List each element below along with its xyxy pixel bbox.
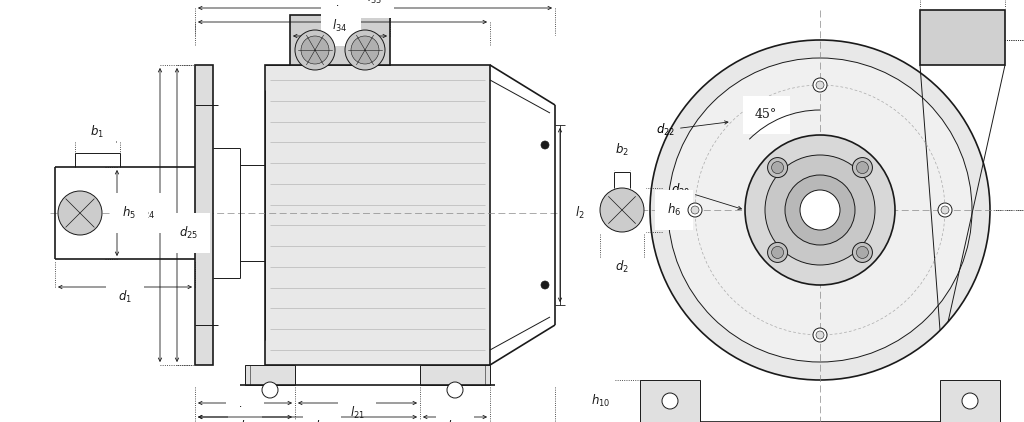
Circle shape [351, 36, 379, 64]
Text: $b_2$: $b_2$ [615, 142, 629, 158]
Bar [195, 65, 213, 365]
Text: $d_1$: $d_1$ [118, 289, 132, 305]
Circle shape [771, 162, 783, 173]
Text: 45°: 45° [755, 108, 777, 122]
Circle shape [856, 246, 868, 258]
Circle shape [785, 175, 855, 245]
Text: $l_1$: $l_1$ [240, 419, 250, 422]
Circle shape [813, 78, 827, 92]
Text: $d_{22}$: $d_{22}$ [655, 121, 728, 138]
Circle shape [541, 141, 549, 149]
Bar [420, 365, 490, 385]
Text: $l_{30}$: $l_{30}$ [335, 4, 349, 20]
Text: $h_6$: $h_6$ [667, 202, 681, 218]
Circle shape [650, 40, 990, 380]
Text: $b_1$: $b_1$ [90, 124, 104, 140]
Text: $d_{20}$: $d_{20}$ [671, 182, 741, 209]
Circle shape [262, 382, 278, 398]
Circle shape [58, 191, 102, 235]
Circle shape [691, 206, 699, 214]
Circle shape [816, 331, 824, 339]
Text: $l_{31}$: $l_{31}$ [314, 419, 330, 422]
Circle shape [941, 206, 949, 214]
Circle shape [765, 155, 874, 265]
Bar [940, 380, 1000, 422]
Circle shape [852, 157, 872, 178]
Circle shape [447, 382, 463, 398]
Text: $l_{34}$: $l_{34}$ [333, 18, 347, 34]
Circle shape [301, 36, 329, 64]
Text: $d_{24}$: $d_{24}$ [135, 205, 155, 221]
Text: $l_{33}$: $l_{33}$ [368, 0, 383, 6]
Bar [640, 380, 700, 422]
Text: $l_{10}$: $l_{10}$ [447, 419, 463, 422]
Bar [265, 65, 490, 365]
Circle shape [345, 30, 385, 70]
Circle shape [962, 393, 978, 409]
Circle shape [816, 81, 824, 89]
Bar [290, 15, 390, 65]
Circle shape [541, 281, 549, 289]
Text: $h_5$: $h_5$ [122, 205, 136, 221]
Text: $l_{21}$: $l_{21}$ [349, 405, 365, 421]
Circle shape [295, 30, 335, 70]
Bar [920, 10, 1005, 65]
Circle shape [813, 328, 827, 342]
Circle shape [662, 393, 678, 409]
Circle shape [768, 157, 787, 178]
Circle shape [668, 58, 972, 362]
Circle shape [600, 188, 644, 232]
Circle shape [688, 203, 702, 217]
Text: $h_{10}$: $h_{10}$ [591, 393, 610, 409]
Text: $d_2$: $d_2$ [615, 259, 629, 275]
Circle shape [768, 242, 787, 262]
Circle shape [771, 246, 783, 258]
Circle shape [745, 135, 895, 285]
Text: $l_2$: $l_2$ [575, 205, 585, 221]
Circle shape [856, 162, 868, 173]
Circle shape [852, 242, 872, 262]
Bar [245, 365, 295, 385]
Text: $d_{25}$: $d_{25}$ [179, 225, 199, 241]
Circle shape [800, 190, 840, 230]
Circle shape [938, 203, 952, 217]
Text: $l_{20}$: $l_{20}$ [238, 405, 253, 421]
